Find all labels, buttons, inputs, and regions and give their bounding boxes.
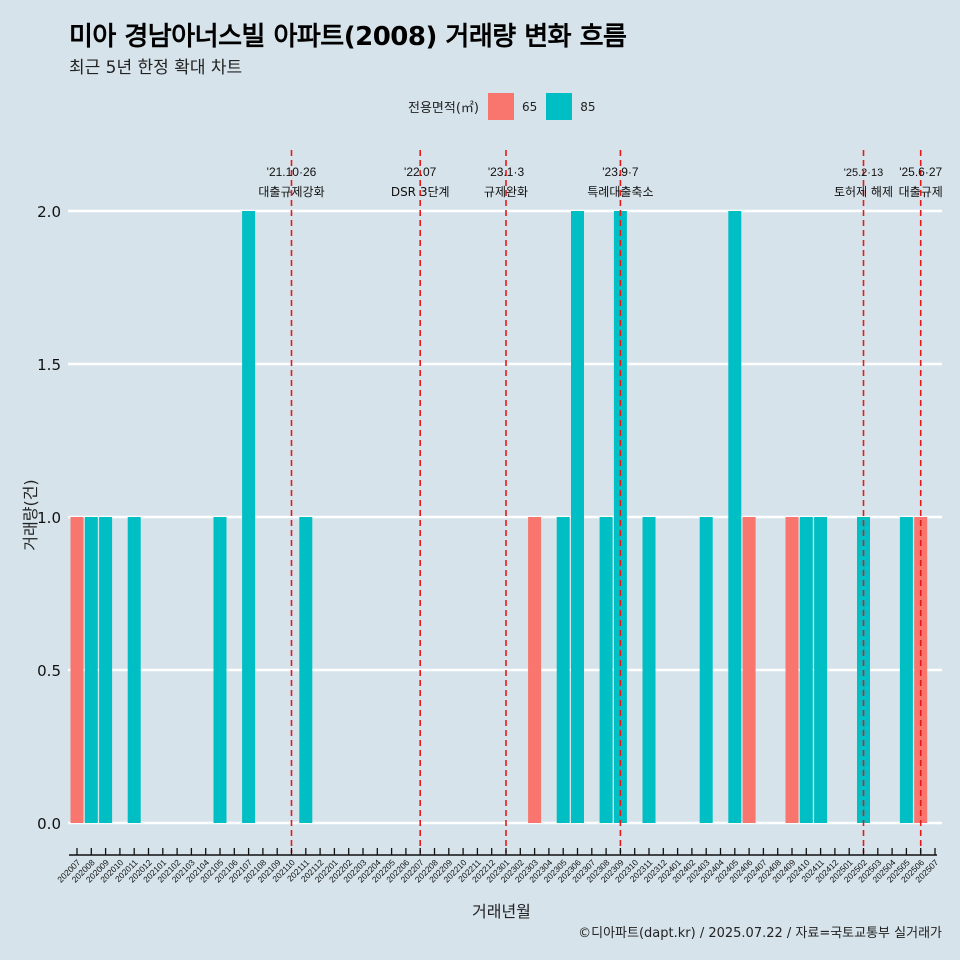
- annotation-label: 규제완화: [484, 185, 528, 199]
- annotations: '21.10·26 대출규제강화 '22.07 DSR 3단계 '23.1·3 규제완화 '…: [258, 165, 942, 199]
- annotation-lines: [290, 150, 922, 853]
- bar-85-202311: [642, 517, 656, 823]
- bar-65-202303: [528, 517, 542, 823]
- annotation-label: 특례대출축소: [587, 185, 653, 199]
- annotation-label: 토허제 해제: [834, 185, 893, 199]
- annotation-label: 대출규제: [899, 185, 943, 199]
- annotation-date: '23.9·7: [602, 165, 639, 179]
- bar-85-202410: [799, 517, 813, 823]
- y-tick-label: 0.5: [37, 662, 61, 680]
- bar-65-202406: [742, 517, 756, 823]
- annotation-date: '23.1·3: [488, 165, 525, 179]
- y-tick-label: 2.0: [37, 203, 61, 221]
- bar-85-202011: [127, 517, 141, 823]
- annotation-label: 대출규제강화: [258, 185, 324, 199]
- annotation-date: '25.2·13: [844, 167, 883, 179]
- y-tick-labels: 0.0 0.5 1.0 1.5 2.0: [37, 203, 61, 833]
- x-axis-label: 거래년월: [472, 902, 531, 921]
- bar-85-202411: [814, 517, 828, 823]
- bar-85-202405: [728, 211, 742, 823]
- bar-85-202403: [699, 517, 713, 823]
- annotation-date: '25.6·27: [899, 165, 942, 179]
- bars: [70, 211, 928, 823]
- bar-85-202305: [556, 517, 570, 823]
- legend-swatch-85: [546, 93, 573, 120]
- legend-label-85: 85: [580, 99, 596, 114]
- y-axis-label: 거래량(건): [21, 479, 40, 551]
- bar-85-202306: [571, 211, 584, 823]
- legend: 전용면적(㎡) 65 85: [408, 93, 605, 120]
- bar-85-202107: [242, 211, 256, 823]
- chart-title: 미아 경남아너스빌 아파트(2008) 거래량 변화 흐름: [69, 22, 627, 52]
- bar-85-202105: [213, 517, 227, 823]
- bar-85-202111: [299, 517, 313, 823]
- y-tick-label: 1.5: [37, 356, 61, 374]
- annotation-date: '22.07: [404, 165, 437, 179]
- y-tick-label: 1.0: [37, 509, 61, 527]
- x-axis: 2020072020082020092020102020112020122021…: [55, 848, 941, 884]
- bar-85-202505: [899, 517, 913, 823]
- bar-65-202007: [70, 517, 84, 823]
- source-caption: ©디아파트(dapt.kr) / 2025.07.22 / 자료=국토교통부 실…: [578, 926, 942, 941]
- bar-65-202409: [785, 517, 799, 823]
- bar-85-202009: [99, 517, 113, 823]
- bar-85-202309: [613, 211, 627, 823]
- annotation-date: '21.10·26: [267, 165, 317, 179]
- y-tick-label: 0.0: [37, 815, 61, 833]
- legend-title: 전용면적(㎡): [408, 101, 479, 116]
- legend-swatch-65: [487, 93, 514, 120]
- bar-85-202308: [599, 517, 613, 823]
- legend-label-65: 65: [521, 99, 538, 114]
- annotation-label: DSR 3단계: [391, 185, 450, 199]
- bar-85-202008: [84, 517, 98, 823]
- chart-subtitle: 최근 5년 한정 확대 차트: [69, 58, 243, 78]
